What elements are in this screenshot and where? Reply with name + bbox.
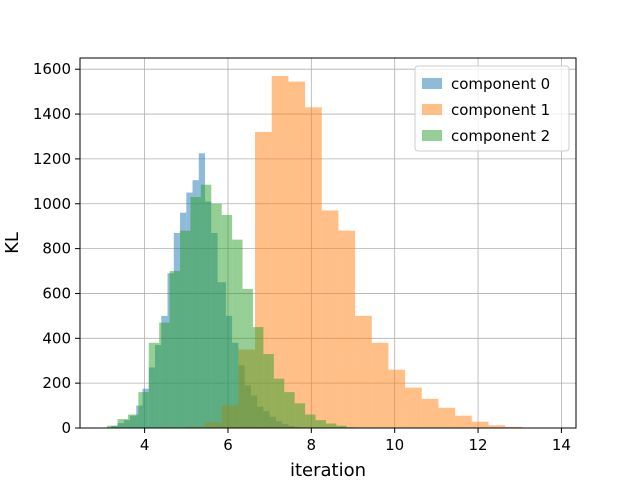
histogram-bar	[221, 214, 233, 428]
histogram-bar	[355, 315, 372, 428]
histogram-bar	[159, 322, 170, 428]
histogram-bar	[169, 271, 181, 428]
histogram-bar	[421, 398, 439, 428]
x-tick-label: 14	[552, 436, 571, 454]
legend-swatch	[422, 104, 442, 115]
histogram-bar	[505, 426, 522, 428]
histogram-bar	[232, 239, 243, 428]
legend-label: component 2	[451, 127, 550, 145]
y-tick-label: 800	[42, 240, 71, 258]
legend-swatch	[422, 130, 442, 141]
histogram-bar	[438, 407, 456, 428]
y-tick-label: 200	[42, 374, 71, 392]
histogram-bar	[321, 210, 339, 428]
legend-swatch	[422, 78, 442, 89]
legend-label: component 1	[451, 101, 550, 119]
x-tick-label: 10	[385, 436, 404, 454]
y-tick-label: 1200	[33, 150, 71, 168]
histogram-bar	[325, 423, 337, 428]
histogram-bar	[371, 342, 389, 428]
histogram-bar	[284, 392, 295, 428]
legend-box	[414, 65, 570, 152]
histogram-bar	[288, 81, 306, 428]
histogram-bars	[98, 75, 556, 428]
x-tick-label: 4	[140, 436, 150, 454]
histogram-bar	[455, 415, 472, 428]
histogram-bar	[200, 184, 212, 428]
histogram-bar	[138, 392, 149, 428]
y-axis-label: KL	[2, 232, 23, 254]
y-tick-label: 600	[42, 284, 71, 302]
x-tick-label: 12	[469, 436, 488, 454]
series-1-bars	[188, 75, 556, 428]
histogram-bar	[211, 203, 222, 428]
histogram-bar	[242, 288, 253, 428]
x-tick-label: 8	[307, 436, 317, 454]
histogram-bar	[315, 420, 326, 428]
histogram-bar	[471, 421, 489, 428]
legend-label: component 0	[451, 75, 550, 93]
histogram-bar	[107, 425, 118, 428]
series-2-bars	[107, 184, 358, 428]
histogram-bar	[338, 230, 356, 428]
y-tick-label: 1000	[33, 195, 71, 213]
legend: component 0 component 1 component 2	[414, 65, 570, 152]
histogram-bar	[305, 414, 316, 428]
histogram-bar	[263, 354, 274, 428]
histogram-bar	[388, 369, 406, 428]
histogram-bar	[271, 75, 289, 428]
x-axis-label: iteration	[290, 460, 366, 480]
histogram-bar	[180, 230, 191, 428]
plot-frame	[79, 57, 577, 429]
y-tick-label: 1400	[33, 105, 71, 123]
histogram-bar	[305, 107, 322, 428]
histogram-bar	[294, 403, 306, 428]
histogram-bar	[148, 342, 160, 428]
histogram-bar	[273, 378, 285, 428]
histogram-bar	[488, 425, 506, 428]
histogram-bar	[252, 327, 264, 428]
histogram-bar	[405, 387, 422, 428]
y-tick-label: 400	[42, 329, 71, 347]
axis-ticks: 4 6 8 10 12 14 0 200 400 600 800 1000 1200 1400 1600	[33, 60, 571, 454]
x-tick-label: 6	[223, 436, 233, 454]
histogram-bar	[117, 419, 128, 428]
y-tick-label: 0	[61, 419, 71, 437]
histogram-bar	[127, 414, 139, 428]
histogram-bar	[190, 197, 201, 428]
histogram-bar	[336, 425, 347, 428]
y-tick-label: 1600	[33, 60, 71, 78]
